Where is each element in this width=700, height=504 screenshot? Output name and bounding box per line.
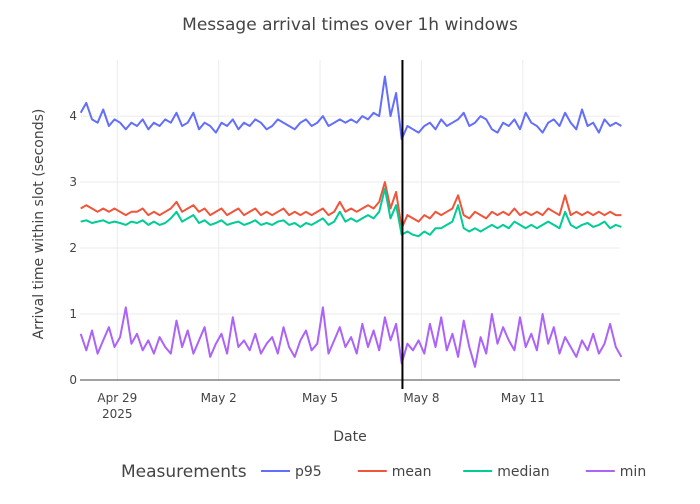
- legend-title: Measurements: [121, 462, 247, 482]
- series-line-mean: [80, 181, 622, 230]
- x-axis-title: Date: [333, 429, 366, 445]
- legend: Measurements p95 mean median min: [121, 462, 646, 482]
- legend-label-mean: mean: [392, 464, 432, 480]
- series-line-p95: [79, 75, 622, 141]
- y-tick-label: 4: [69, 109, 77, 123]
- axes: 0 1 2 3 4 Apr 29 2025 May 2 May 5 May 8 May 11: [69, 60, 620, 421]
- legend-label-min: min: [620, 464, 646, 480]
- legend-label-median: median: [497, 464, 549, 480]
- series-line-min: [79, 306, 623, 368]
- x-tick-label: May 8: [403, 391, 439, 405]
- x-tick-label: May 2: [201, 391, 237, 405]
- y-tick-label: 3: [69, 175, 77, 189]
- y-axis-title: Arrival time within slot (seconds): [31, 109, 47, 340]
- x-tick-sublabel: 2025: [102, 407, 133, 421]
- x-tick-label: May 5: [302, 391, 338, 405]
- series-line-median: [80, 187, 622, 238]
- legend-label-p95: p95: [295, 464, 322, 480]
- series-lines: [79, 75, 623, 368]
- y-tick-label: 0: [69, 373, 77, 387]
- x-tick-label: Apr 29: [97, 391, 137, 405]
- chart-title: Message arrival times over 1h windows: [182, 15, 518, 35]
- y-tick-label: 2: [69, 241, 77, 255]
- grid: [80, 60, 620, 380]
- y-tick-label: 1: [69, 307, 77, 321]
- x-tick-label: May 11: [501, 391, 545, 405]
